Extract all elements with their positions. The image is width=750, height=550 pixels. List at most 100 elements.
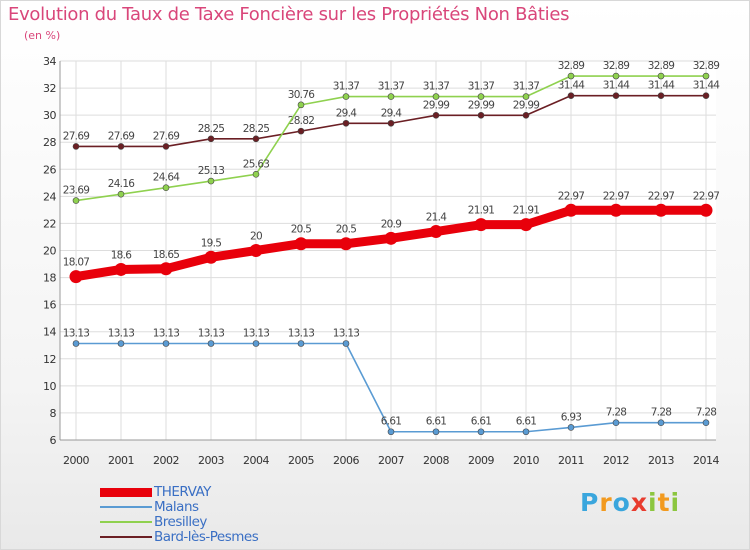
data-label-1: 13.13: [288, 327, 315, 339]
series-point-2: [387, 93, 395, 100]
legend-swatch: [100, 485, 152, 499]
legend-label: Malans: [154, 499, 199, 515]
data-label-0: 21.4: [426, 212, 448, 224]
data-label-1: 7.28: [606, 407, 627, 419]
series-point-2: [117, 190, 125, 198]
legend-label: Bard-lès-Pesmes: [154, 529, 259, 545]
series-point-3: [342, 119, 350, 127]
series-point-2: [342, 93, 350, 100]
data-label-2: 24.64: [153, 172, 181, 184]
y-tick-label: 32: [43, 82, 56, 95]
series-point-0: [654, 203, 668, 217]
series-point-2: [702, 72, 710, 80]
series-point-1: [207, 340, 215, 347]
y-tick-label: 24: [43, 190, 56, 203]
data-label-1: 6.61: [516, 416, 537, 428]
chart-legend: THERVAY Malans Bresilley Bard-lès-Pesmes: [100, 485, 300, 545]
logo-letter: i: [648, 488, 658, 517]
series-point-0: [429, 225, 443, 239]
series-point-1: [477, 428, 485, 436]
data-label-0: 20.5: [336, 224, 357, 236]
data-label-3: 31.44: [603, 80, 631, 92]
series-point-2: [252, 170, 260, 178]
data-label-2: 31.37: [423, 81, 450, 93]
data-label-1: 13.13: [243, 327, 270, 339]
series-point-2: [432, 93, 440, 100]
data-label-3: 31.44: [558, 80, 586, 92]
data-label-1: 13.13: [63, 327, 90, 339]
series-point-3: [432, 111, 440, 119]
data-label-3: 27.69: [153, 130, 180, 142]
y-tick-label: 14: [43, 326, 56, 339]
data-label-3: 29.4: [336, 107, 358, 119]
legend-item: THERVAY: [100, 485, 300, 500]
legend-item: Bresilley: [100, 515, 300, 530]
series-point-0: [294, 237, 308, 251]
logo-letter: P: [580, 488, 600, 517]
data-label-2: 31.37: [333, 81, 360, 93]
series-point-0: [699, 203, 713, 217]
data-label-2: 32.89: [603, 60, 630, 72]
series-point-2: [162, 184, 170, 191]
data-label-2: 25.63: [243, 158, 270, 170]
proxiti-logo: Proxiti: [580, 488, 680, 517]
data-label-2: 32.89: [648, 60, 675, 72]
y-tick-label: 20: [43, 245, 56, 258]
data-label-2: 31.37: [378, 81, 405, 93]
series-point-1: [702, 419, 710, 426]
data-label-2: 31.37: [468, 81, 495, 93]
logo-letter: i: [670, 488, 681, 517]
data-label-2: 30.76: [288, 89, 316, 101]
legend-label: Bresilley: [154, 514, 207, 530]
y-tick-label: 12: [43, 353, 56, 366]
series-point-1: [162, 340, 170, 347]
legend-swatch: [100, 500, 152, 514]
x-tick-label: 2004: [243, 454, 269, 467]
series-point-0: [114, 262, 128, 276]
data-label-0: 18.07: [63, 257, 90, 269]
series-point-2: [522, 93, 530, 100]
x-tick-label: 2014: [693, 454, 719, 467]
data-label-3: 28.25: [198, 123, 225, 135]
data-label-1: 7.28: [696, 407, 717, 419]
data-label-2: 24.16: [108, 178, 136, 190]
series-point-1: [522, 428, 530, 436]
series-point-2: [72, 197, 80, 204]
series-point-1: [72, 340, 80, 347]
data-label-1: 6.61: [381, 416, 402, 428]
series-point-2: [297, 101, 305, 109]
series-point-3: [702, 92, 710, 99]
data-label-3: 29.99: [513, 99, 540, 111]
y-tick-label: 8: [50, 407, 57, 420]
x-tick-label: 2000: [63, 454, 89, 467]
series-point-3: [252, 135, 260, 143]
legend-swatch: [100, 530, 152, 544]
series-point-0: [564, 203, 578, 217]
data-label-3: 31.44: [693, 80, 721, 92]
series-point-2: [207, 177, 215, 185]
x-tick-label: 2006: [333, 454, 359, 467]
logo-letter: r: [599, 488, 613, 517]
data-label-1: 6.61: [426, 416, 447, 428]
series-point-1: [342, 340, 350, 347]
y-tick-label: 16: [43, 299, 56, 312]
series-point-2: [477, 93, 485, 100]
x-tick-label: 2013: [648, 454, 674, 467]
x-tick-label: 2011: [558, 454, 584, 467]
y-tick-label: 26: [43, 163, 56, 176]
data-label-2: 25.13: [198, 165, 225, 177]
data-label-0: 20: [250, 231, 262, 243]
y-tick-label: 34: [43, 55, 56, 68]
series-point-0: [339, 237, 353, 251]
legend-item: Bard-lès-Pesmes: [100, 530, 300, 545]
data-label-2: 32.89: [558, 60, 585, 72]
data-label-3: 27.69: [108, 130, 135, 142]
data-label-0: 20.5: [291, 224, 312, 236]
series-point-0: [384, 231, 398, 245]
x-tick-label: 2002: [153, 454, 179, 467]
data-label-3: 28.82: [288, 115, 315, 127]
legend-label: THERVAY: [154, 484, 211, 500]
series-point-1: [297, 340, 305, 347]
series-point-3: [477, 111, 485, 119]
